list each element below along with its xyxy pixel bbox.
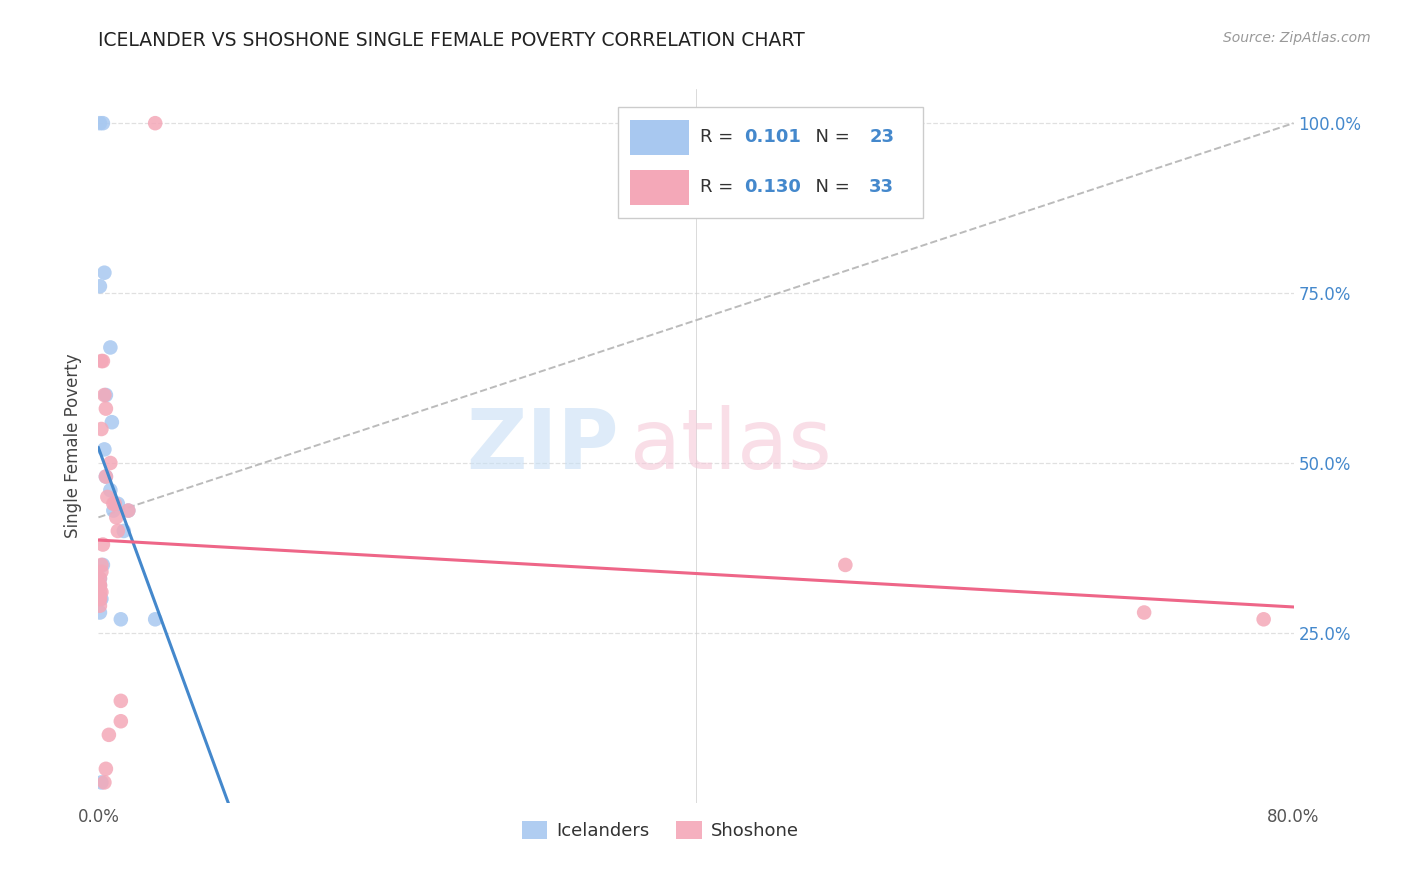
Point: [90, 591, 112, 606]
Text: Source: ZipAtlas.com: Source: ZipAtlas.com: [1223, 31, 1371, 45]
Point: [89, 572, 111, 586]
Point: [98, 483, 122, 498]
Point: [90, 585, 112, 599]
Y-axis label: Single Female Poverty: Single Female Poverty: [65, 354, 83, 538]
Point: [110, 714, 132, 729]
Point: [91, 558, 114, 572]
Point: [143, 116, 166, 130]
Point: [89, 606, 111, 620]
Point: [89, 591, 111, 606]
Point: [104, 497, 127, 511]
Point: [94, 762, 117, 776]
Point: [89, 572, 111, 586]
Point: [98, 456, 122, 470]
FancyBboxPatch shape: [630, 169, 689, 205]
Point: [90, 775, 112, 789]
Point: [89, 578, 111, 592]
Point: [89, 599, 111, 613]
Point: [117, 503, 139, 517]
Point: [117, 503, 139, 517]
Point: [103, 503, 125, 517]
Point: [101, 415, 124, 429]
Point: [93, 388, 115, 402]
Point: [107, 497, 129, 511]
Point: [97, 728, 120, 742]
Point: [89, 279, 111, 293]
Point: [89, 585, 111, 599]
Point: [91, 116, 114, 130]
Point: [110, 612, 132, 626]
Point: [1253, 612, 1275, 626]
Point: [110, 694, 132, 708]
Point: [834, 558, 856, 572]
Text: N =: N =: [804, 178, 855, 196]
Text: R =: R =: [700, 128, 738, 146]
Point: [94, 469, 117, 483]
Point: [90, 565, 112, 579]
Point: [90, 558, 112, 572]
Text: R =: R =: [700, 178, 738, 196]
Point: [94, 388, 117, 402]
Point: [93, 442, 115, 457]
FancyBboxPatch shape: [619, 107, 922, 218]
Point: [89, 591, 111, 606]
Point: [105, 510, 128, 524]
Point: [93, 775, 115, 789]
Text: N =: N =: [804, 128, 855, 146]
Text: atlas: atlas: [630, 406, 832, 486]
Point: [90, 422, 112, 436]
Point: [103, 497, 125, 511]
Text: ICELANDER VS SHOSHONE SINGLE FEMALE POVERTY CORRELATION CHART: ICELANDER VS SHOSHONE SINGLE FEMALE POVE…: [98, 31, 806, 50]
Point: [93, 266, 115, 280]
Point: [91, 537, 114, 551]
FancyBboxPatch shape: [630, 120, 689, 155]
Text: 0.101: 0.101: [744, 128, 800, 146]
Point: [90, 354, 112, 368]
Point: [1133, 606, 1156, 620]
Point: [89, 591, 111, 606]
Point: [89, 578, 111, 592]
Text: 23: 23: [869, 128, 894, 146]
Point: [96, 490, 118, 504]
Point: [112, 524, 135, 538]
Point: [89, 116, 111, 130]
Point: [94, 401, 117, 416]
Point: [143, 612, 166, 626]
Legend: Icelanders, Shoshone: Icelanders, Shoshone: [515, 814, 806, 847]
Text: 33: 33: [869, 178, 894, 196]
Point: [107, 524, 129, 538]
Point: [89, 578, 111, 592]
Point: [91, 354, 114, 368]
Point: [98, 341, 122, 355]
Text: ZIP: ZIP: [465, 406, 619, 486]
Point: [94, 469, 117, 483]
Text: 0.130: 0.130: [744, 178, 800, 196]
